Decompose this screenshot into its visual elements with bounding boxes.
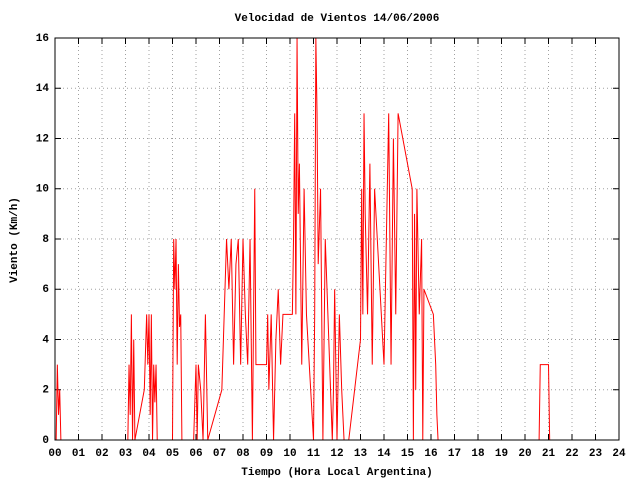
x-tick-label: 14 <box>377 448 391 460</box>
x-tick-label: 04 <box>142 448 156 460</box>
y-tick-label: 12 <box>36 133 49 145</box>
chart-title: Velocidad de Vientos 14/06/2006 <box>235 13 440 25</box>
x-tick-label: 12 <box>330 448 343 460</box>
x-tick-label: 10 <box>283 448 296 460</box>
x-tick-label: 15 <box>401 448 415 460</box>
x-tick-label: 22 <box>565 448 578 460</box>
y-tick-label: 0 <box>42 435 49 447</box>
x-tick-label: 11 <box>307 448 321 460</box>
x-tick-label: 06 <box>189 448 202 460</box>
wind-line <box>55 37 551 441</box>
x-tick-label: 09 <box>260 448 273 460</box>
x-axis-label: Tiempo (Hora Local Argentina) <box>241 467 432 479</box>
x-tick-label: 18 <box>471 448 485 460</box>
y-tick-label: 2 <box>42 385 49 397</box>
y-tick-label: 14 <box>36 83 50 95</box>
x-tick-label: 07 <box>213 448 226 460</box>
plot-frame <box>54 37 620 441</box>
y-tick-label: 4 <box>42 334 49 346</box>
y-tick-label: 8 <box>42 234 49 246</box>
x-tick-label: 19 <box>495 448 508 460</box>
x-tick-label: 24 <box>612 448 626 460</box>
x-tick-label: 01 <box>72 448 86 460</box>
y-tick-label: 6 <box>42 284 49 296</box>
x-tick-label: 00 <box>48 448 61 460</box>
x-tick-label: 02 <box>95 448 108 460</box>
x-tick-label: 13 <box>354 448 368 460</box>
x-tick-label: 08 <box>236 448 250 460</box>
x-tick-label: 16 <box>424 448 437 460</box>
y-tick-label: 10 <box>36 184 49 196</box>
x-tick-label: 17 <box>448 448 461 460</box>
x-tick-label: 20 <box>518 448 531 460</box>
x-tick-label: 03 <box>119 448 133 460</box>
y-axis-label: Viento (Km/h) <box>9 197 21 283</box>
x-tick-label: 21 <box>542 448 556 460</box>
x-tick-label: 05 <box>166 448 180 460</box>
y-tick-label: 16 <box>36 33 49 45</box>
x-tick-label: 23 <box>589 448 603 460</box>
